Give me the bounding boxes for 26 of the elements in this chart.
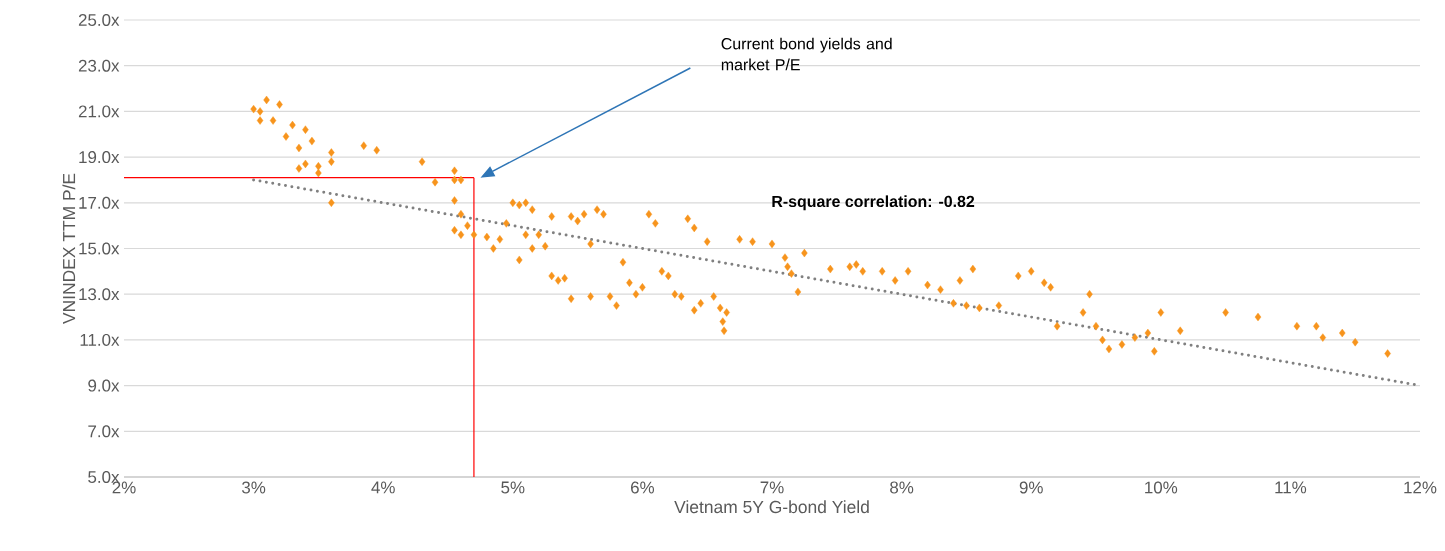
x-tick-label: 12%: [1404, 481, 1437, 494]
y-tick-label: 25.0x: [78, 14, 120, 26]
x-tick-label: 10%: [1145, 481, 1178, 494]
x-tick-label: 6%: [631, 481, 655, 494]
y-tick-label: 9.0x: [88, 379, 120, 392]
x-tick-label: 11%: [1275, 481, 1307, 494]
y-tick-label: 17.0x: [79, 196, 120, 209]
y-tick-label: 21.0x: [78, 105, 120, 118]
x-tick-label: 8%: [890, 481, 914, 494]
x-axis-title: Vietnam 5Y G-bond Yield: [674, 500, 869, 514]
y-tick-label: 19.0x: [79, 151, 120, 164]
y-tick-label: 11.0x: [80, 333, 120, 346]
y-tick-label: 5.0x: [88, 471, 120, 483]
x-tick-label: 7%: [760, 481, 784, 494]
x-tick-label: 4%: [371, 481, 395, 494]
y-tick-label: 23.0x: [78, 59, 120, 72]
x-tick-label: 5%: [501, 481, 525, 494]
x-tick-label: 9%: [1019, 481, 1043, 494]
y-axis-title: VNINDEX TTM P/E: [62, 173, 76, 324]
y-tick-label: 13.0x: [79, 288, 120, 301]
y-tick-label: 7.0x: [88, 425, 120, 438]
annotation: R-square correlation: -0.82: [772, 195, 975, 211]
annotation: Current bond yields and market P/E: [721, 37, 892, 71]
y-tick-label: 15.0x: [79, 242, 120, 255]
x-tick-label: 3%: [242, 481, 266, 494]
x-tick-label: 2%: [112, 481, 136, 494]
